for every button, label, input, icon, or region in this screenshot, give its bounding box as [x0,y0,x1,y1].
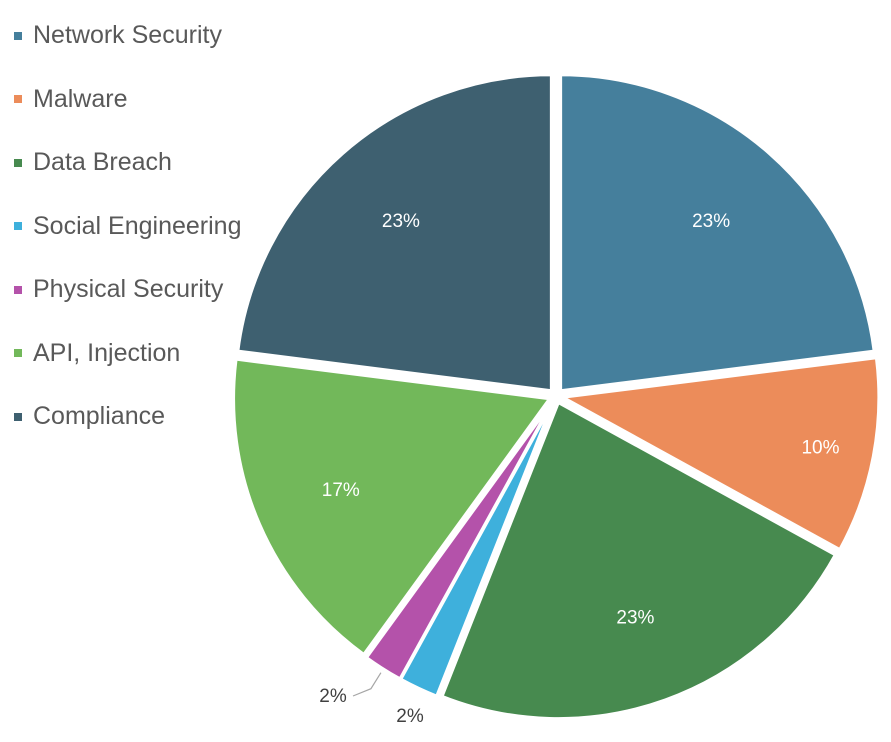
pie-labels: 23% 10% 23% 2% 2% 17% 23% [319,211,839,727]
legend-label: Social Engineering [33,211,242,240]
pie-slice-malware [558,356,881,552]
legend-label: Physical Security [33,275,224,304]
pie-slice-api-injection [232,357,553,657]
legend-item-compliance: Compliance [14,399,274,463]
pie-slice-data-breach [440,400,838,721]
pie-slice-physical-security [364,401,554,681]
data-label-network-security: 23% [692,211,730,232]
legend-label: Compliance [33,402,166,431]
legend-swatch [14,222,22,231]
legend-label: Data Breach [33,148,172,177]
data-label-malware: 10% [801,437,839,458]
legend-item-malware: Malware [14,82,274,146]
legend-swatch [14,412,22,421]
legend-label: Malware [33,84,128,113]
pie-slice-network-security [559,73,876,393]
legend-label: Network Security [33,21,222,50]
data-label-data-breach: 23% [616,608,654,629]
legend-item-social-engineering: Social Engineering [14,209,274,273]
legend-item-network-security: Network Security [14,18,274,82]
legend-swatch [14,158,22,167]
pie-slice-compliance [236,73,553,393]
legend-swatch [14,95,22,104]
pie-slices [232,73,881,721]
legend-swatch [14,285,22,294]
legend-item-api-injection: API, Injection [14,336,274,400]
data-label-compliance: 23% [382,211,420,232]
data-label-api-injection: 17% [322,480,360,501]
leader-line-physical-security [352,672,382,697]
legend-label: API, Injection [33,338,181,367]
legend-item-physical-security: Physical Security [14,272,274,336]
data-label-physical-security: 2% [319,686,347,707]
legend-swatch [14,31,22,40]
legend-item-data-breach: Data Breach [14,145,274,209]
data-label-social-engineering: 2% [396,706,424,727]
legend: Network Security Malware Data Breach Soc… [14,18,274,463]
legend-swatch [14,349,22,358]
